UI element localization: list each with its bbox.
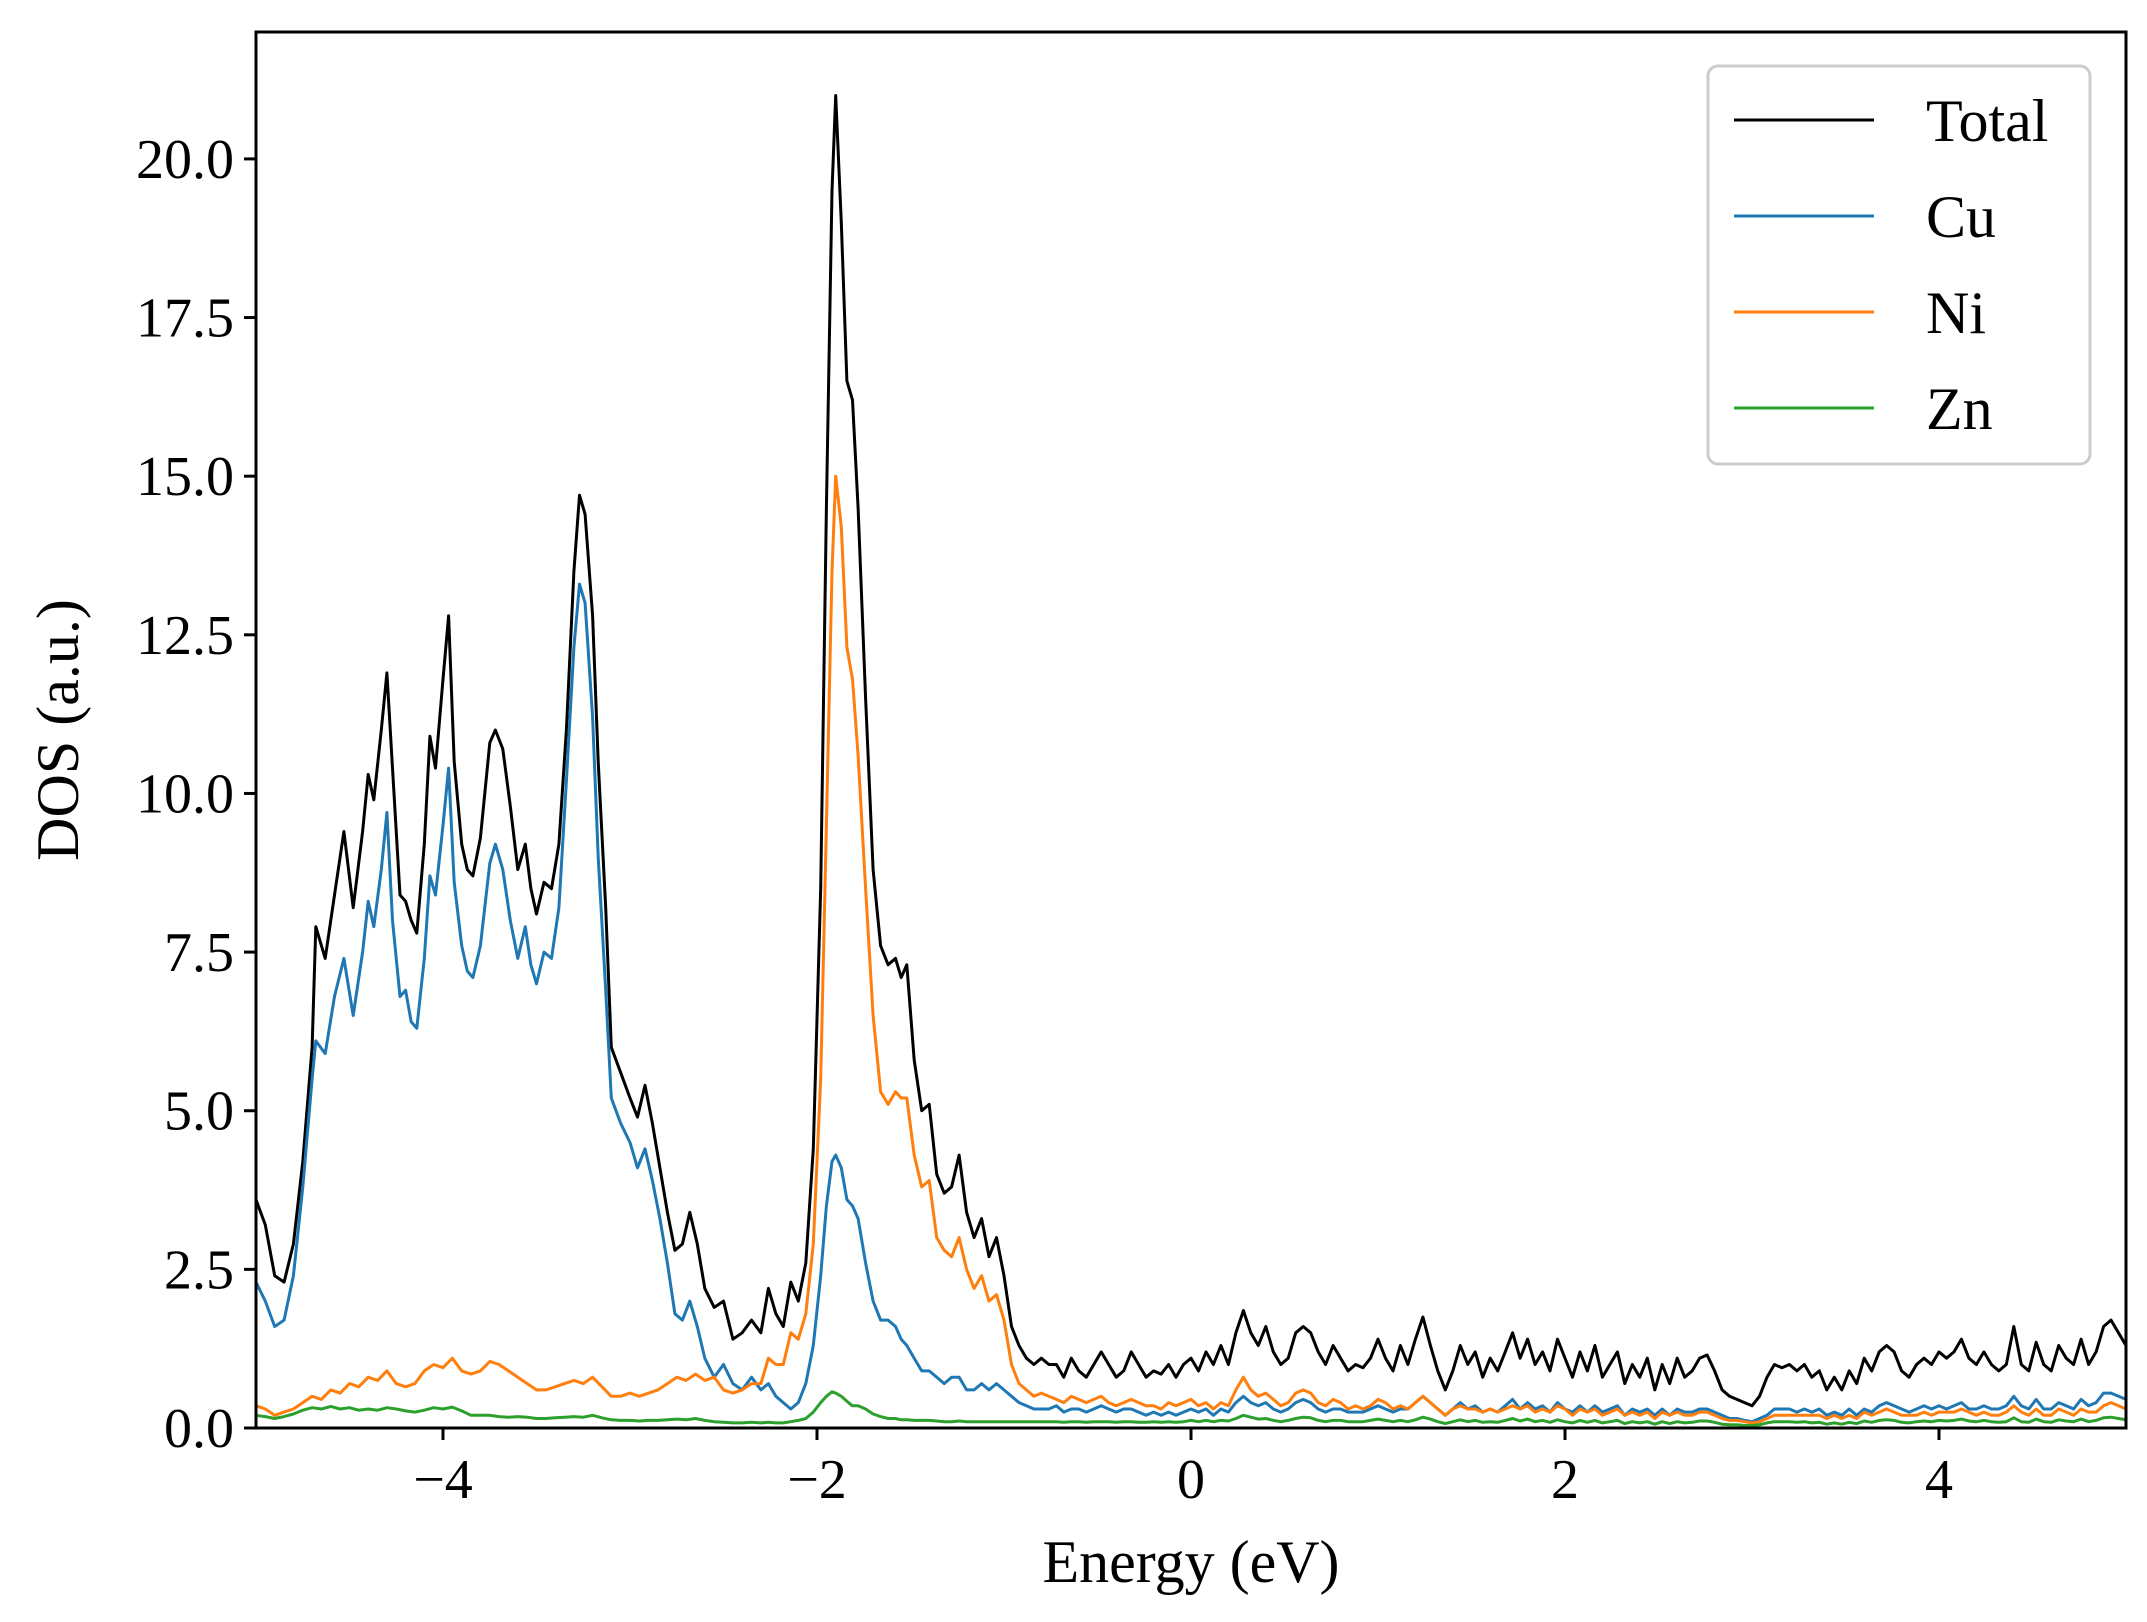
- series-line-ni: [256, 474, 2126, 1425]
- legend: Total Cu Ni Zn: [1706, 64, 2092, 466]
- x-tick-label: 4: [1925, 1449, 1953, 1511]
- legend-box: [1706, 64, 2092, 466]
- y-tick-label: 5.0: [164, 1081, 234, 1143]
- y-axis-label: DOS (a.u.): [25, 599, 91, 861]
- y-tick-label: 20.0: [136, 129, 234, 191]
- y-tick-label: 15.0: [136, 446, 234, 508]
- x-tick-label: 2: [1551, 1449, 1579, 1511]
- x-axis-label: Energy (eV): [1042, 1529, 1339, 1595]
- legend-label-ni: Ni: [1926, 280, 1986, 346]
- y-tick-label: 17.5: [136, 288, 234, 350]
- x-tick-label: 0: [1177, 1449, 1205, 1511]
- x-axis: −4 −2 0 2 4: [413, 1428, 1953, 1511]
- y-tick-label: 2.5: [164, 1239, 234, 1301]
- y-axis: 0.0 2.5 5.0 7.5 10.0 12.5 15.0 17.5 20.0: [136, 129, 256, 1460]
- y-tick-label: 10.0: [136, 763, 234, 825]
- series-line-total: [256, 94, 2126, 1408]
- x-tick-label: −2: [787, 1449, 847, 1511]
- legend-label-cu: Cu: [1926, 184, 1996, 250]
- series-line-cu: [256, 582, 2126, 1424]
- series-layer: [256, 94, 2126, 1427]
- x-tick-label: −4: [413, 1449, 473, 1511]
- y-tick-label: 0.0: [164, 1398, 234, 1460]
- y-tick-label: 12.5: [136, 605, 234, 667]
- y-tick-label: 7.5: [164, 922, 234, 984]
- series-line-zn: [256, 1390, 2126, 1427]
- legend-label-total: Total: [1926, 88, 2048, 154]
- legend-label-zn: Zn: [1926, 376, 1993, 442]
